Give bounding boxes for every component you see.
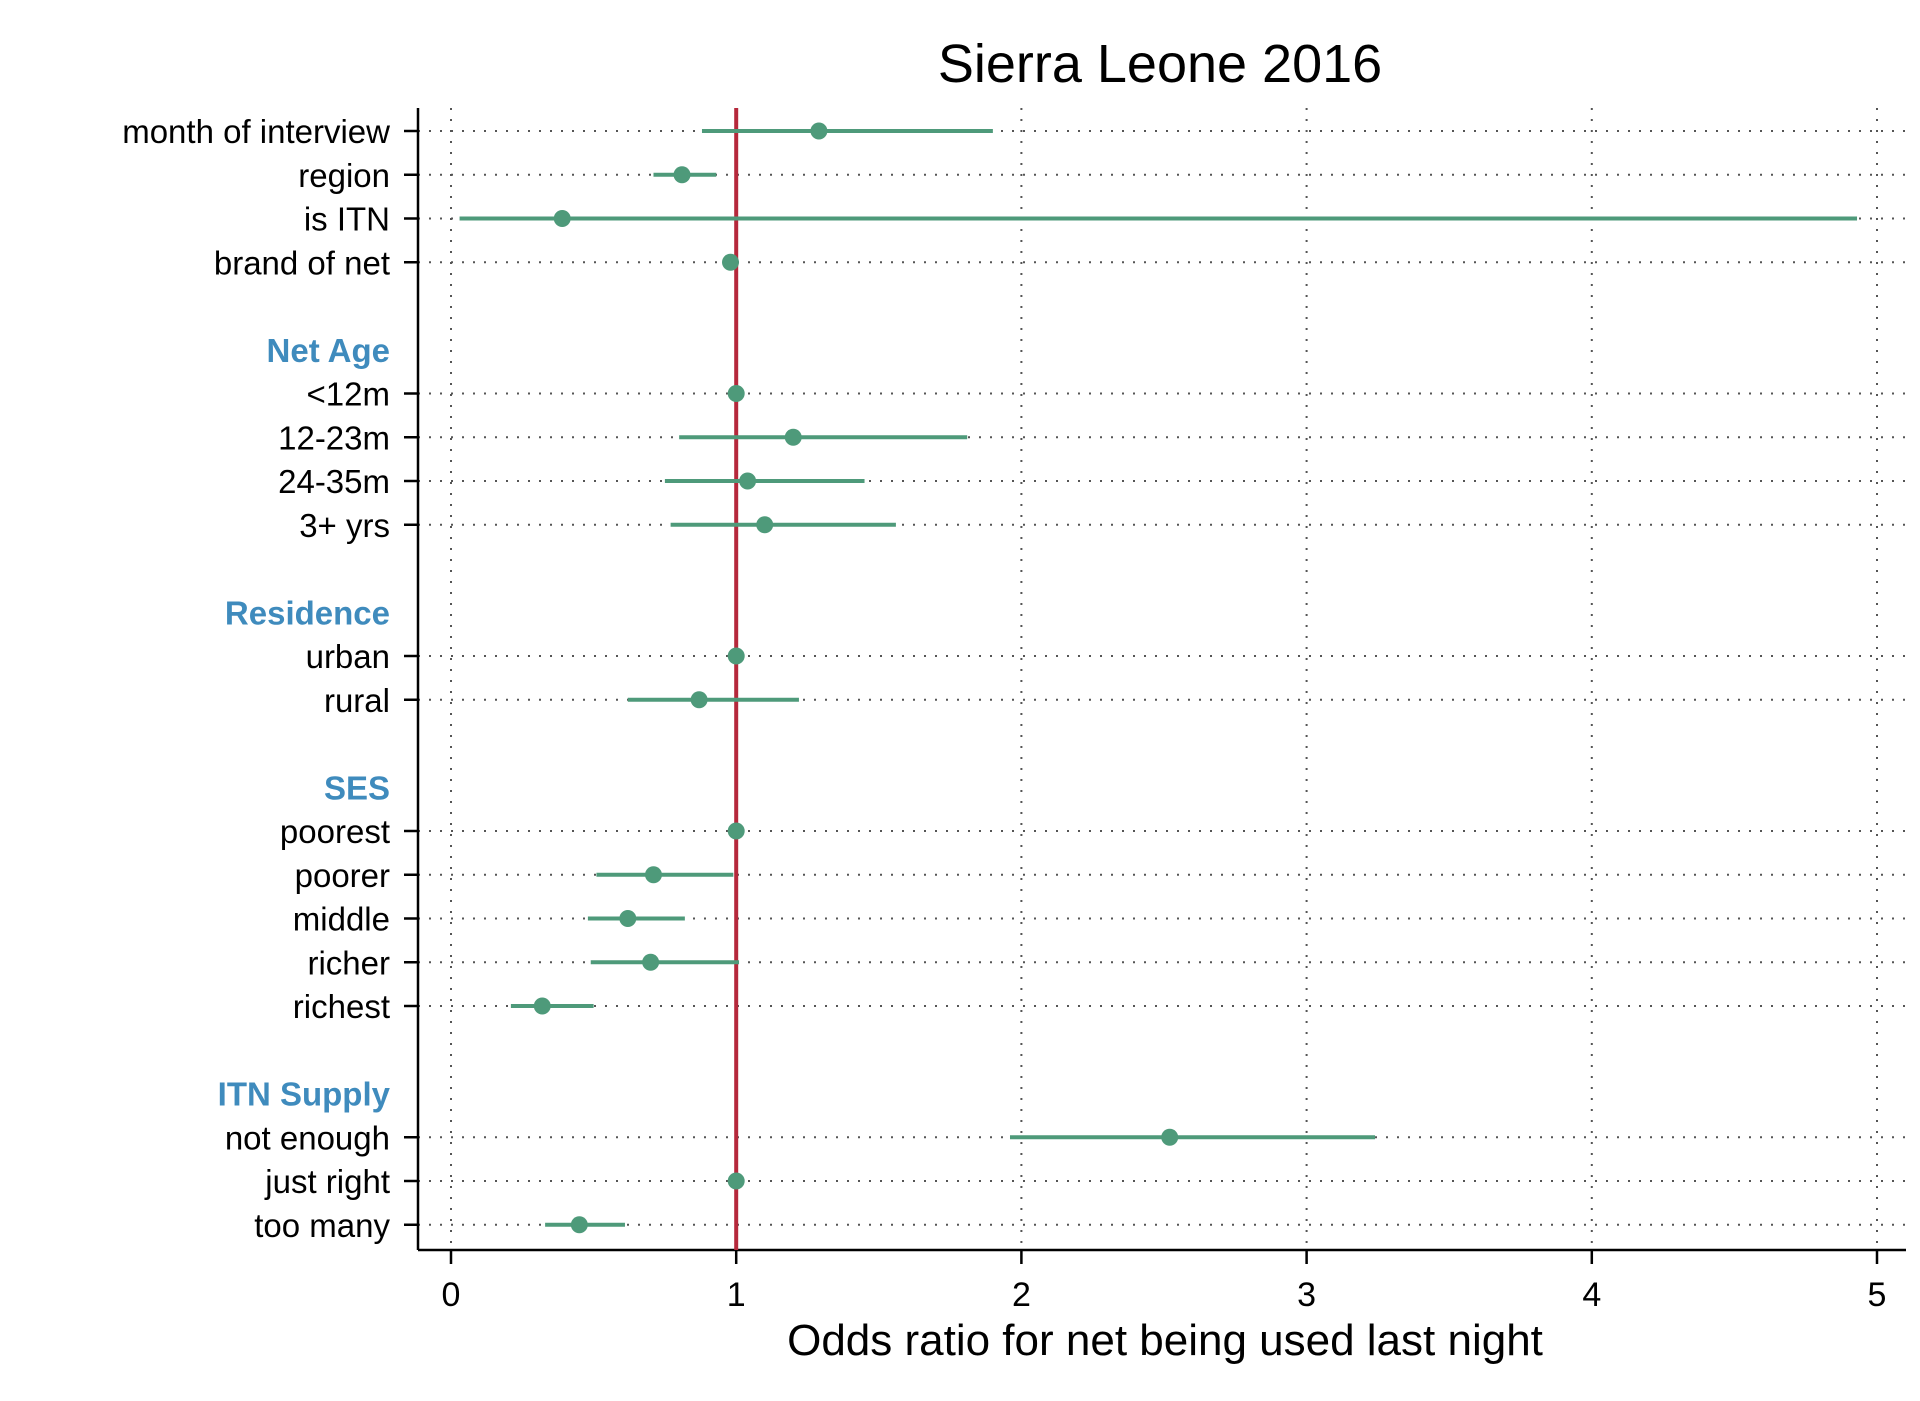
row-label: region (298, 157, 390, 194)
group-header: SES (324, 769, 390, 806)
row-label: <12m (307, 376, 390, 413)
estimate-point (784, 428, 802, 446)
row-label: not enough (225, 1119, 390, 1156)
chart-title: Sierra Leone 2016 (938, 34, 1382, 94)
row-label: 12-23m (278, 419, 390, 456)
row-label: too many (254, 1207, 390, 1244)
row-label: urban (306, 638, 390, 675)
labels-layer: month of interview region is ITN brand of n… (122, 113, 390, 1244)
estimate-point (533, 997, 551, 1015)
group-header: ITN Supply (218, 1076, 391, 1113)
estimate-point (727, 385, 745, 402)
estimate-point (739, 472, 757, 490)
estimate-point (727, 647, 745, 665)
row-label: richest (293, 988, 390, 1025)
row-label: rural (324, 682, 390, 719)
estimate-point (642, 953, 660, 971)
estimate-point (644, 866, 662, 884)
estimate-point (810, 122, 828, 140)
group-header: Residence (225, 594, 390, 631)
estimate-point (690, 691, 708, 709)
x-tick-label: 2 (1012, 1276, 1031, 1314)
row-label: brand of net (214, 244, 390, 281)
row-label: richer (307, 944, 390, 981)
x-tick-label: 1 (727, 1276, 746, 1314)
grid-layer (418, 108, 1906, 1250)
row-label: middle (293, 901, 390, 938)
axis-layer: 0 1 2 3 4 5 (404, 108, 1906, 1314)
row-label: poorest (280, 813, 390, 850)
estimate-point (721, 253, 739, 271)
estimate-point (619, 910, 637, 927)
x-tick-label: 4 (1582, 1276, 1601, 1314)
estimate-point (570, 1216, 588, 1234)
row-label: 24-35m (278, 463, 390, 500)
estimate-point (727, 822, 745, 840)
estimate-point (727, 1172, 745, 1190)
x-axis-title: Odds ratio for net being used last night (787, 1316, 1543, 1365)
group-header: Net Age (267, 332, 390, 369)
estimate-point (1161, 1128, 1179, 1146)
row-label: just right (264, 1163, 390, 1200)
x-tick-label: 3 (1297, 1276, 1316, 1314)
x-tick-label: 5 (1868, 1276, 1887, 1314)
estimate-point (756, 516, 774, 534)
marks-layer (459, 122, 1858, 1234)
row-label: is ITN (304, 201, 390, 238)
x-tick-label: 0 (442, 1276, 461, 1314)
estimate-point (673, 166, 691, 184)
row-label: poorer (295, 857, 390, 894)
row-label: 3+ yrs (299, 507, 390, 544)
row-label: month of interview (122, 113, 390, 150)
estimate-point (553, 210, 571, 227)
